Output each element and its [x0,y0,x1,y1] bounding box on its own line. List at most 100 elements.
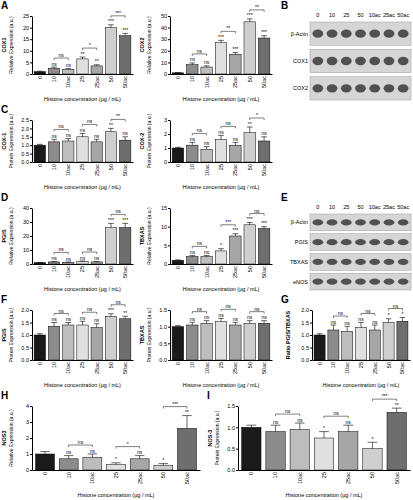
panel-label: I [207,390,210,401]
y-tick-label: 30 [23,219,29,225]
x-tick: 25 [113,472,119,478]
y-tick-mark [168,310,170,311]
x-tick: 50 [247,266,253,272]
y-axis: 01234 [26,403,33,473]
error-bar [358,323,364,328]
y-axis: 051015 [161,205,171,267]
comparison-bracket [250,312,264,314]
plot-area [172,127,270,162]
error-bar [189,322,195,325]
bar [342,331,353,360]
blot-band [327,29,338,37]
x-tick-label: 50 [108,266,114,272]
error-bar [65,68,71,70]
x-tick-label: 50ac [261,164,267,176]
y-tick: 0 [164,71,170,77]
x-tick: 50 [108,362,114,368]
significance-label: ** [185,409,189,415]
bar [119,228,130,264]
x-tick-label: 25ac [345,472,351,484]
y-tick: 1 [164,145,170,151]
y-tick-label: 2.0 [21,126,29,132]
lane-label: 25 [343,204,349,210]
bar [258,229,269,264]
y-tick: 0.0 [227,467,238,473]
y-tick: 50 [161,13,170,19]
y-tick: 10 [161,60,170,66]
significance-label: ns [94,255,100,261]
y-axis-subtitle: Protein Expression (a.u.) [214,410,220,465]
y-tick-label: 0.5 [301,345,309,351]
row-label: COX1 [293,58,308,64]
blot-band [327,259,338,265]
y-axis-title: COX-2 [139,133,145,150]
y-tick: 0 [26,261,32,267]
x-tick: 0 [42,472,48,475]
comparison-bracket [111,119,125,121]
x-tick-label: 0 [37,76,43,79]
significance-label: ns [247,314,253,320]
x-tick: 10 [272,472,278,478]
bar [230,236,241,264]
plot-area [34,128,131,162]
panel-label: B [281,0,288,11]
x-tick: 25 [79,164,85,170]
y-axis-line [170,121,171,163]
y-tick-mark [30,422,32,423]
y-tick: 1.0 [159,324,170,330]
x-tick: 50 [247,362,253,368]
comparison-label: ns [285,408,291,414]
y-tick: 0 [164,261,170,267]
comparison-bracket [54,314,68,316]
x-axis-line [33,360,134,361]
bar [187,257,198,264]
comparison-bracket [163,407,187,409]
error-bar [175,326,181,327]
error-bar [108,314,114,317]
bar [363,449,382,470]
x-tick-label: 10ac [297,472,303,484]
x-tick: 0 [317,362,323,365]
significance-label: *** [218,34,224,40]
y-axis: 0510152025 [23,13,33,77]
significance-label: * [323,425,325,431]
blot-band [312,279,323,285]
comparison-label: *** [172,401,178,407]
significance-label: ** [109,122,113,128]
x-axis-line [239,470,411,471]
blot-band [398,219,409,225]
error-bar [51,67,57,68]
y-tick: 1.5 [21,134,32,140]
blot-band [355,219,366,225]
y-tick-label: 3 [26,419,29,425]
x-tick-label: 50 [386,362,392,368]
y-tick: 40 [161,25,170,31]
error-bar [189,63,195,65]
y-tick-label: 30 [161,36,167,42]
x-tick: 25 [218,362,224,368]
y-tick: 1.5 [227,403,238,409]
x-tick-label: 50 [247,266,253,272]
blot-band [369,259,380,265]
significance-label: ns [66,132,72,138]
y-tick-mark [30,236,32,237]
error-bar [51,261,57,262]
error-bar [94,139,100,142]
bar [77,59,88,74]
comparison-bracket [192,246,206,248]
error-bar [232,142,238,145]
y-tick: 2.5 [21,117,32,123]
error-bar [204,255,210,256]
bar [387,412,406,470]
x-axis: 01010ac2525ac5050ac [33,265,134,278]
bar [59,459,78,470]
y-tick-label: 0.5 [21,345,29,351]
bar [172,260,183,264]
significance-label: ns [80,315,86,321]
lane-label: 0 [316,204,319,210]
y-tick-mark [236,406,238,407]
y-tick-mark [168,148,170,149]
x-tick-label: 10 [51,164,57,170]
x-tick: 50 [108,76,114,82]
x-tick: 50ac [399,362,405,374]
